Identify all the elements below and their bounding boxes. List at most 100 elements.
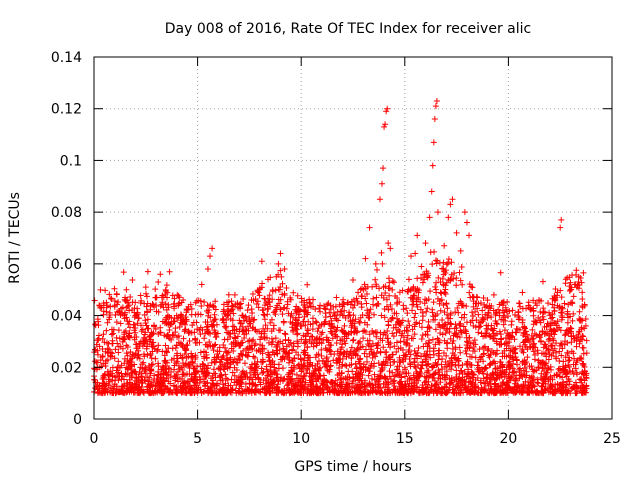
data-point (541, 341, 548, 348)
data-point (386, 373, 393, 380)
data-point (383, 108, 390, 115)
data-point (108, 326, 115, 333)
data-point (573, 343, 580, 350)
data-point (113, 291, 120, 298)
data-point (569, 272, 576, 279)
data-point (529, 373, 536, 380)
data-point (184, 378, 191, 385)
data-point (507, 332, 514, 339)
data-point (329, 379, 336, 386)
data-point (348, 344, 355, 351)
data-point (528, 363, 535, 370)
data-point (188, 354, 195, 361)
data-point (221, 323, 228, 330)
data-point (401, 385, 408, 392)
data-point (199, 326, 206, 333)
data-point (302, 307, 309, 314)
data-point (353, 295, 360, 302)
data-point (469, 317, 476, 324)
data-point (366, 350, 373, 357)
data-point (152, 294, 159, 301)
data-point (525, 389, 532, 396)
data-point (192, 339, 199, 346)
data-point (252, 382, 259, 389)
data-point (386, 285, 393, 292)
data-point (357, 314, 364, 321)
data-point (418, 324, 425, 331)
data-point (362, 255, 369, 262)
data-point (580, 350, 587, 357)
data-point (445, 276, 452, 283)
data-point (265, 351, 272, 358)
data-point (257, 381, 264, 388)
data-point (225, 311, 232, 318)
data-point (149, 389, 156, 396)
data-point (452, 332, 459, 339)
data-point (165, 389, 172, 396)
data-point (460, 323, 467, 330)
data-point (237, 381, 244, 388)
data-point (122, 327, 129, 334)
data-point (170, 301, 177, 308)
data-point (370, 311, 377, 318)
data-point (233, 367, 240, 374)
data-point (439, 366, 446, 373)
data-point (279, 311, 286, 318)
data-point (240, 314, 247, 321)
data-point (551, 345, 558, 352)
data-point (212, 370, 219, 377)
data-point (212, 341, 219, 348)
data-point (441, 268, 448, 275)
data-point (432, 341, 439, 348)
data-point (313, 390, 320, 397)
data-point (431, 370, 438, 377)
data-point (193, 376, 200, 383)
data-point (181, 317, 188, 324)
data-point (191, 365, 198, 372)
x-tick-label: 0 (90, 431, 99, 447)
data-point (195, 297, 202, 304)
data-point (295, 361, 302, 368)
data-point (435, 337, 442, 344)
data-point (304, 311, 311, 318)
data-point (162, 288, 169, 295)
data-point (383, 296, 390, 303)
data-point (177, 352, 184, 359)
data-point (469, 284, 476, 291)
data-point (387, 362, 394, 369)
data-point (294, 320, 301, 327)
data-point (269, 296, 276, 303)
data-point (564, 339, 571, 346)
data-point (225, 329, 232, 336)
data-point (207, 301, 214, 308)
data-point (163, 320, 170, 327)
data-point (220, 381, 226, 388)
data-point (379, 180, 386, 187)
data-point (174, 358, 181, 365)
data-point (119, 373, 126, 380)
data-point (427, 372, 434, 379)
data-point (260, 369, 267, 376)
data-point (452, 354, 459, 361)
data-point (91, 297, 98, 304)
data-point (94, 351, 101, 358)
data-point (407, 363, 414, 370)
data-point (424, 343, 431, 350)
data-point (541, 330, 548, 337)
data-point (238, 320, 245, 327)
data-point (241, 370, 248, 377)
data-point (424, 367, 431, 374)
data-point (542, 380, 549, 387)
data-point (202, 341, 209, 348)
data-point (265, 276, 272, 283)
data-point (279, 280, 286, 287)
data-point (549, 301, 556, 308)
data-point (277, 338, 284, 345)
data-point (490, 330, 497, 337)
data-point (384, 335, 391, 342)
data-point (294, 292, 301, 299)
data-point (180, 297, 187, 304)
data-point (456, 269, 463, 276)
data-point (109, 389, 116, 396)
data-point (578, 279, 585, 286)
